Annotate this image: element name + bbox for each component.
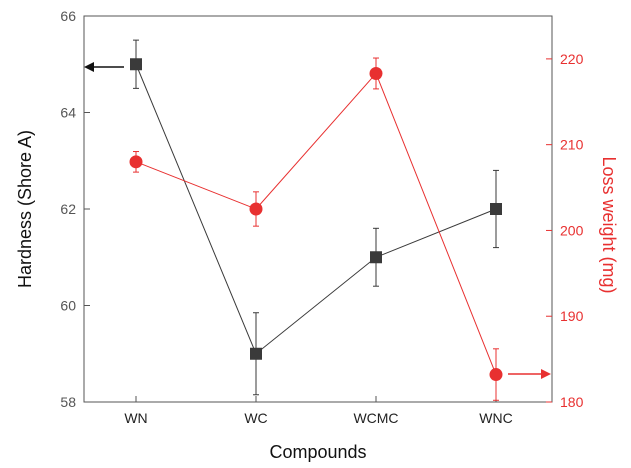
- data-point: [490, 203, 502, 215]
- data-point: [249, 202, 263, 216]
- data-point: [369, 66, 383, 80]
- left-tick-label: 58: [60, 394, 76, 410]
- series-1: [130, 39, 502, 396]
- right-axis-ticks: 180 190 200 210 220: [546, 51, 584, 410]
- x-tick-label: WCMC: [353, 410, 398, 426]
- left-tick-label: 60: [60, 298, 76, 314]
- y-axis-right-title: Loss weight (mg): [599, 156, 619, 293]
- x-tick-label: WN: [124, 410, 147, 426]
- right-tick-label: 220: [560, 51, 584, 67]
- data-point: [370, 251, 382, 264]
- right-tick-label: 200: [560, 222, 584, 238]
- series-line: [135, 72, 497, 375]
- series-2: [129, 57, 503, 401]
- data-point: [489, 368, 503, 382]
- x-axis-title: Compounds: [269, 442, 366, 462]
- right-tick-label: 180: [560, 394, 584, 410]
- y-axis-left-title: Hardness (Shore A): [15, 130, 35, 288]
- series-line: [135, 64, 497, 355]
- data-point: [129, 155, 143, 169]
- right-tick-label: 190: [560, 308, 584, 324]
- right-axis-arrow: [508, 369, 551, 379]
- data-point: [130, 58, 142, 71]
- x-axis-ticks: WN WC WCMC WNC: [124, 396, 513, 426]
- series-layer: [129, 39, 503, 401]
- data-point: [250, 347, 262, 360]
- x-tick-label: WNC: [479, 410, 512, 426]
- x-tick-label: WC: [244, 410, 267, 426]
- left-tick-label: 62: [60, 201, 76, 217]
- left-axis-ticks: 58 60 62 64 66: [60, 8, 90, 410]
- plot-frame: [83, 15, 553, 403]
- left-axis-arrow: [84, 62, 124, 72]
- left-tick-label: 64: [60, 105, 76, 121]
- left-tick-label: 66: [60, 8, 76, 24]
- right-tick-label: 210: [560, 137, 584, 153]
